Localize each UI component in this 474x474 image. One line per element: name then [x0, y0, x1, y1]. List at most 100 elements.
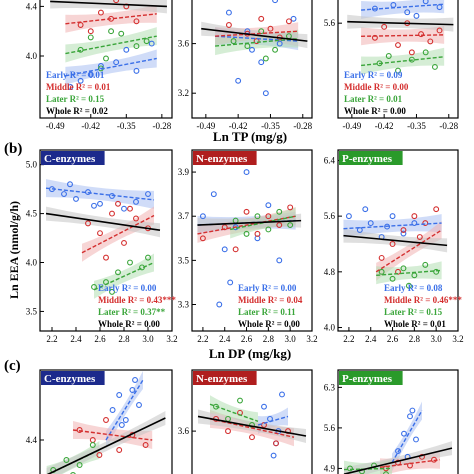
panel-c-p-enzymes — [343, 401, 453, 474]
panel-b-c-enzymes-badge-label: C-enzymes — [44, 153, 96, 165]
panel-b-p-enzymes-x-tick-label: 2.4 — [365, 334, 377, 344]
later-data-point — [433, 268, 440, 275]
whole-fit-line — [46, 417, 166, 474]
early-data-point — [249, 46, 255, 53]
middle-fit-line — [65, 13, 157, 25]
later-data-point — [400, 265, 407, 272]
panel-b-n-enzymes-y-tick-label: 3.3 — [178, 300, 190, 310]
early-data-point — [67, 181, 73, 188]
panel-b-n-enzymes — [197, 158, 302, 308]
panel-b-n-enzymes-legend-middle: Middle R² = 0.04 — [238, 295, 303, 305]
panel-a-n-enzymes-x-tick-label: -0.42 — [229, 121, 248, 131]
panel-a-c-enzymes-x-tick-label: -0.28 — [152, 121, 171, 131]
panel-b-n-enzymes-x-tick-label: 2.8 — [263, 334, 275, 344]
panel-a-p-enzymes-legend-whole: Whole R² = 0.00 — [344, 106, 406, 116]
panel-a-n-enzymes-y-tick-label: 3.6 — [178, 39, 190, 49]
early-data-point — [261, 403, 267, 410]
panel-a-c-enzymes-y-tick-label: 4.0 — [26, 51, 38, 61]
panel-c-label: (c) — [4, 358, 21, 374]
middle-fit-line — [81, 214, 155, 254]
early-data-point — [401, 430, 407, 437]
early-data-point — [409, 407, 416, 414]
panel-b-c-enzymes-y-tick-label: 4.5 — [26, 209, 38, 219]
early-data-point — [210, 191, 217, 198]
panel-b-n-enzymes-x-tick-label: 2.4 — [219, 334, 231, 344]
panel-c-p-enzymes-badge-label: P-enzymes — [342, 373, 393, 385]
panel-b-p-enzymes-x-tick-label: 2.2 — [343, 334, 354, 344]
early-data-point — [262, 90, 269, 97]
middle-data-point — [116, 447, 123, 453]
early-data-point — [400, 230, 407, 237]
later-confidence-band — [65, 27, 157, 63]
whole-fit-line — [347, 20, 454, 26]
later-data-point — [118, 30, 125, 37]
later-fit-line — [376, 269, 442, 277]
middle-data-point — [225, 22, 232, 28]
later-data-point — [258, 28, 265, 35]
whole-fit-line — [197, 219, 302, 226]
early-data-point — [61, 191, 67, 197]
middle-data-point — [243, 208, 250, 215]
later-data-point — [287, 222, 294, 228]
early-data-point — [87, 71, 94, 78]
middle-data-point — [103, 417, 109, 423]
middle-data-point — [97, 230, 103, 237]
early-data-point — [367, 220, 374, 227]
middle-data-point — [408, 49, 415, 56]
middle-data-point — [433, 206, 440, 213]
later-data-point — [70, 472, 76, 474]
early-fit-line — [45, 187, 155, 201]
early-data-point — [97, 62, 104, 69]
early-data-point — [265, 202, 272, 209]
later-data-point — [243, 230, 250, 237]
later-data-point — [405, 282, 412, 289]
early-data-point — [371, 5, 378, 12]
panel-b-n-enzymes-x-tick-label: 2.2 — [197, 334, 208, 344]
early-data-point — [109, 407, 116, 413]
panel-b-n-enzymes-frame — [191, 149, 313, 332]
early-data-point — [290, 15, 297, 22]
later-data-point — [347, 465, 353, 472]
early-data-point — [123, 46, 130, 53]
middle-fit-line — [215, 30, 299, 37]
y-axis-label-eea: Ln EEA (nmol/g/h) — [7, 201, 21, 299]
panel-b-c-enzymes-y-tick-label: 5.0 — [26, 160, 38, 170]
later-confidence-band — [361, 47, 445, 75]
early-data-point — [395, 448, 401, 455]
panel-c-c-enzymes-y-tick-label: 4.4 — [26, 435, 38, 445]
early-data-point — [272, 0, 279, 4]
middle-fit-line — [361, 34, 445, 38]
later-data-point — [431, 63, 438, 70]
later-data-point — [133, 43, 140, 50]
whole-fit-line — [45, 212, 161, 232]
middle-confidence-band — [82, 206, 154, 262]
panel-a-c-enzymes-x-tick-label: -0.35 — [117, 121, 136, 131]
middle-data-point — [276, 222, 283, 228]
panel-a-n-enzymes-x-tick-label: -0.49 — [196, 121, 215, 131]
early-fit-line — [361, 3, 445, 11]
early-fit-line — [391, 410, 423, 463]
early-data-point — [413, 12, 420, 19]
panel-b-n-enzymes-y-tick-label: 3.5 — [178, 255, 190, 265]
panel-b-p-enzymes-x-tick-label: 3.0 — [431, 334, 443, 344]
panel-a-p-enzymes-x-tick-label: -0.35 — [407, 121, 426, 131]
panel-a-p-enzymes-y-tick-label: 5.6 — [324, 18, 336, 28]
panel-b-c-enzymes-y-tick-label: 4.0 — [26, 258, 38, 268]
middle-data-point — [427, 38, 434, 45]
early-data-point — [258, 59, 265, 66]
panel-c-c-enzymes-frame — [39, 369, 173, 474]
panel-b-n-enzymes-x-tick-label: 2.6 — [241, 334, 253, 344]
middle-data-point — [436, 27, 443, 34]
panel-b-c-enzymes-x-tick-label: 2.6 — [94, 334, 106, 344]
panel-b-p-enzymes-y-tick-label: 6.4 — [324, 155, 336, 165]
early-data-point — [404, 9, 411, 16]
panel-b-c-enzymes-x-tick-label: 2.8 — [118, 334, 130, 344]
early-confidence-band — [361, 0, 445, 20]
panel-b-c-enzymes-legend-later: Later R² = 0.37** — [98, 307, 166, 317]
whole-confidence-band — [344, 441, 452, 474]
early-data-point — [389, 213, 396, 220]
panel-b-n-enzymes-x-tick-label: 3.2 — [306, 334, 317, 344]
panel-a-c-enzymes-legend-whole: Whole R² = 0.02 — [46, 106, 108, 116]
middle-data-point — [258, 15, 265, 22]
later-data-point — [378, 268, 385, 275]
